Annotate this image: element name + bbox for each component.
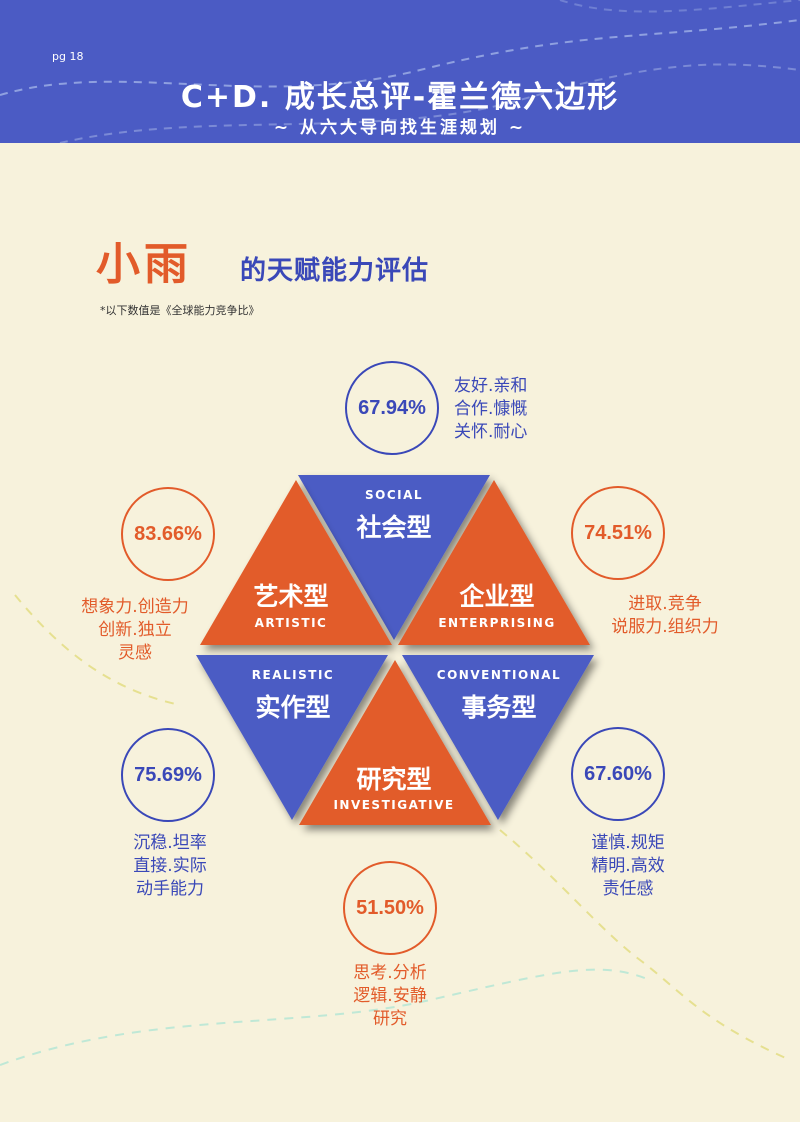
trait-item: 创新.独立 xyxy=(98,620,172,640)
trait-item: 谨慎.规矩 xyxy=(591,833,665,853)
enterprising-en-label: ENTERPRISING xyxy=(438,616,556,630)
trait-item: 逻辑.安静 xyxy=(353,986,427,1006)
social-traits: 友好.亲和 合作.慷慨 关怀.耐心 xyxy=(454,375,527,444)
artistic-score-badge: 83.66% xyxy=(121,487,215,581)
investigative-cn-label: 研究型 xyxy=(356,765,432,794)
realistic-score-badge: 75.69% xyxy=(121,728,215,822)
trait-item: 想象力.创造力 xyxy=(81,597,189,617)
realistic-traits: 沉稳.坦率 直接.实际 动手能力 xyxy=(100,832,240,901)
trait-item: 友好.亲和 xyxy=(454,376,528,396)
artistic-cn-label: 艺术型 xyxy=(253,582,329,611)
enterprising-cn-label: 企业型 xyxy=(459,582,535,611)
realistic-en-label: REALISTIC xyxy=(251,668,335,682)
decorative-dashed-curve-right xyxy=(499,829,791,1061)
trait-item: 责任感 xyxy=(602,879,654,899)
conventional-en-label: CONVENTIONAL xyxy=(436,668,562,682)
decorative-dashed-curve-bottom xyxy=(0,968,651,1066)
social-cn-label: 社会型 xyxy=(356,513,432,542)
trait-item: 精明.高效 xyxy=(591,856,665,876)
artistic-en-label: ARTISTIC xyxy=(254,616,328,630)
trait-item: 说服力.组织力 xyxy=(611,617,719,637)
realistic-cn-label: 实作型 xyxy=(255,693,331,722)
social-score-badge: 67.94% xyxy=(345,361,439,455)
artistic-traits: 想象力.创造力 创新.独立 灵感 xyxy=(60,596,210,665)
investigative-score-badge: 51.50% xyxy=(343,861,437,955)
person-name: 小雨 xyxy=(96,239,192,290)
triangle-realistic xyxy=(196,655,388,820)
trait-item: 关怀.耐心 xyxy=(454,422,528,442)
investigative-en-label: INVESTIGATIVE xyxy=(333,798,455,812)
enterprising-score-badge: 74.51% xyxy=(571,486,665,580)
conventional-score-badge: 67.60% xyxy=(571,727,665,821)
trait-item: 思考.分析 xyxy=(353,963,427,983)
conventional-traits: 谨慎.规矩 精明.高效 责任感 xyxy=(558,832,698,901)
social-en-label: SOCIAL xyxy=(364,488,424,502)
triangle-conventional xyxy=(402,655,594,820)
triangle-artistic xyxy=(200,480,392,645)
triangle-social xyxy=(298,475,490,640)
page-number: pg 18 xyxy=(52,50,84,63)
page-subtitle: ~ 从六大导向找生涯规划 ~ xyxy=(273,118,527,138)
header-banner: pg 18 C+D. 成长总评-霍兰德六边形 ~ 从六大导向找生涯规划 ~ xyxy=(0,0,800,143)
decorative-dashed-curve-left xyxy=(14,594,181,706)
trait-item: 研究 xyxy=(373,1009,407,1029)
enterprising-traits: 进取.竞争 说服力.组织力 xyxy=(590,593,740,639)
triangle-enterprising xyxy=(398,480,590,645)
triangle-investigative xyxy=(299,660,491,825)
trait-item: 合作.慷慨 xyxy=(454,399,528,419)
trait-item: 进取.竞争 xyxy=(628,594,702,614)
trait-item: 沉稳.坦率 xyxy=(133,833,207,853)
section-heading: 的天赋能力评估 xyxy=(240,256,430,286)
page-title: C+D. 成长总评-霍兰德六边形 xyxy=(180,80,620,115)
footnote: *以下数值是《全球能力竞争比》 xyxy=(100,304,260,317)
conventional-cn-label: 事务型 xyxy=(461,693,537,722)
trait-item: 直接.实际 xyxy=(133,856,207,876)
trait-item: 灵感 xyxy=(118,643,152,663)
investigative-traits: 思考.分析 逻辑.安静 研究 xyxy=(320,962,460,1031)
trait-item: 动手能力 xyxy=(136,879,204,899)
header-decoration xyxy=(0,0,800,143)
